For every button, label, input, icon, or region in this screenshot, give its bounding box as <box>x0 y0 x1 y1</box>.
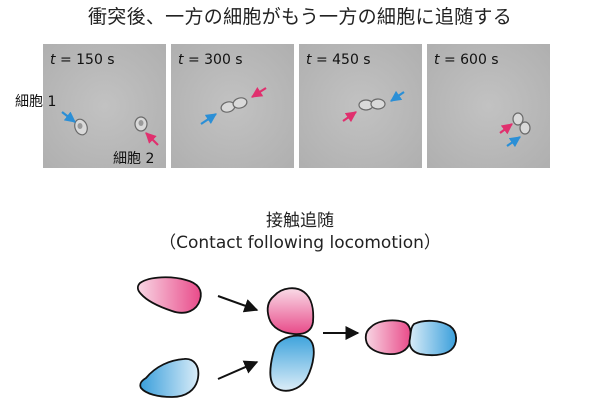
cell-pair-micrograph <box>358 98 386 111</box>
arrow-pink-to-collision <box>217 295 259 313</box>
figure-heading: 衝突後、一方の細胞がもう一方の細胞に追随する <box>87 6 513 28</box>
pink-arrow-cell-2 <box>145 132 159 146</box>
schematic-pink-cell-start <box>136 276 202 314</box>
micrograph-panel-1: t = 150 s 細胞 1 細胞 2 <box>15 44 166 168</box>
cell-pair-micrograph <box>220 97 248 113</box>
pink-arrow-panel-2 <box>251 87 267 98</box>
pink-arrow-panel-4 <box>499 123 513 135</box>
micrograph-panel-4: t = 600 s <box>427 44 550 168</box>
blue-arrow-panel-2 <box>200 113 217 125</box>
blue-arrow-panel-3 <box>390 90 405 102</box>
schematic-blue-cell-start <box>139 358 200 398</box>
panel-3-time-label: t = 450 s <box>306 52 371 68</box>
schematic-collision-pair <box>266 287 315 392</box>
arrow-blue-to-collision <box>217 360 259 380</box>
schematic-following-pair <box>364 319 458 357</box>
panel-2-time-label: t = 300 s <box>178 52 243 68</box>
panel-1-time-label: t = 150 s <box>50 52 115 68</box>
pink-arrow-panel-3 <box>342 111 357 123</box>
cell-2-label: 細胞 2 <box>113 151 154 167</box>
diagram-subtitle: （Contact following locomotion） <box>159 233 441 253</box>
micrograph-panel-2: t = 300 s <box>171 44 294 168</box>
cell-1-micrograph <box>74 118 88 136</box>
micrograph-panel-3: t = 450 s <box>299 44 422 168</box>
panel-4-time-label: t = 600 s <box>434 52 499 68</box>
cell-1-label: 細胞 1 <box>15 94 56 110</box>
cell-pair-micrograph <box>512 112 531 135</box>
diagram-title: 接触追随 <box>266 211 334 231</box>
cell-2-micrograph <box>134 116 148 132</box>
blue-arrow-panel-4 <box>506 136 521 148</box>
blue-arrow-cell-1 <box>61 111 76 123</box>
